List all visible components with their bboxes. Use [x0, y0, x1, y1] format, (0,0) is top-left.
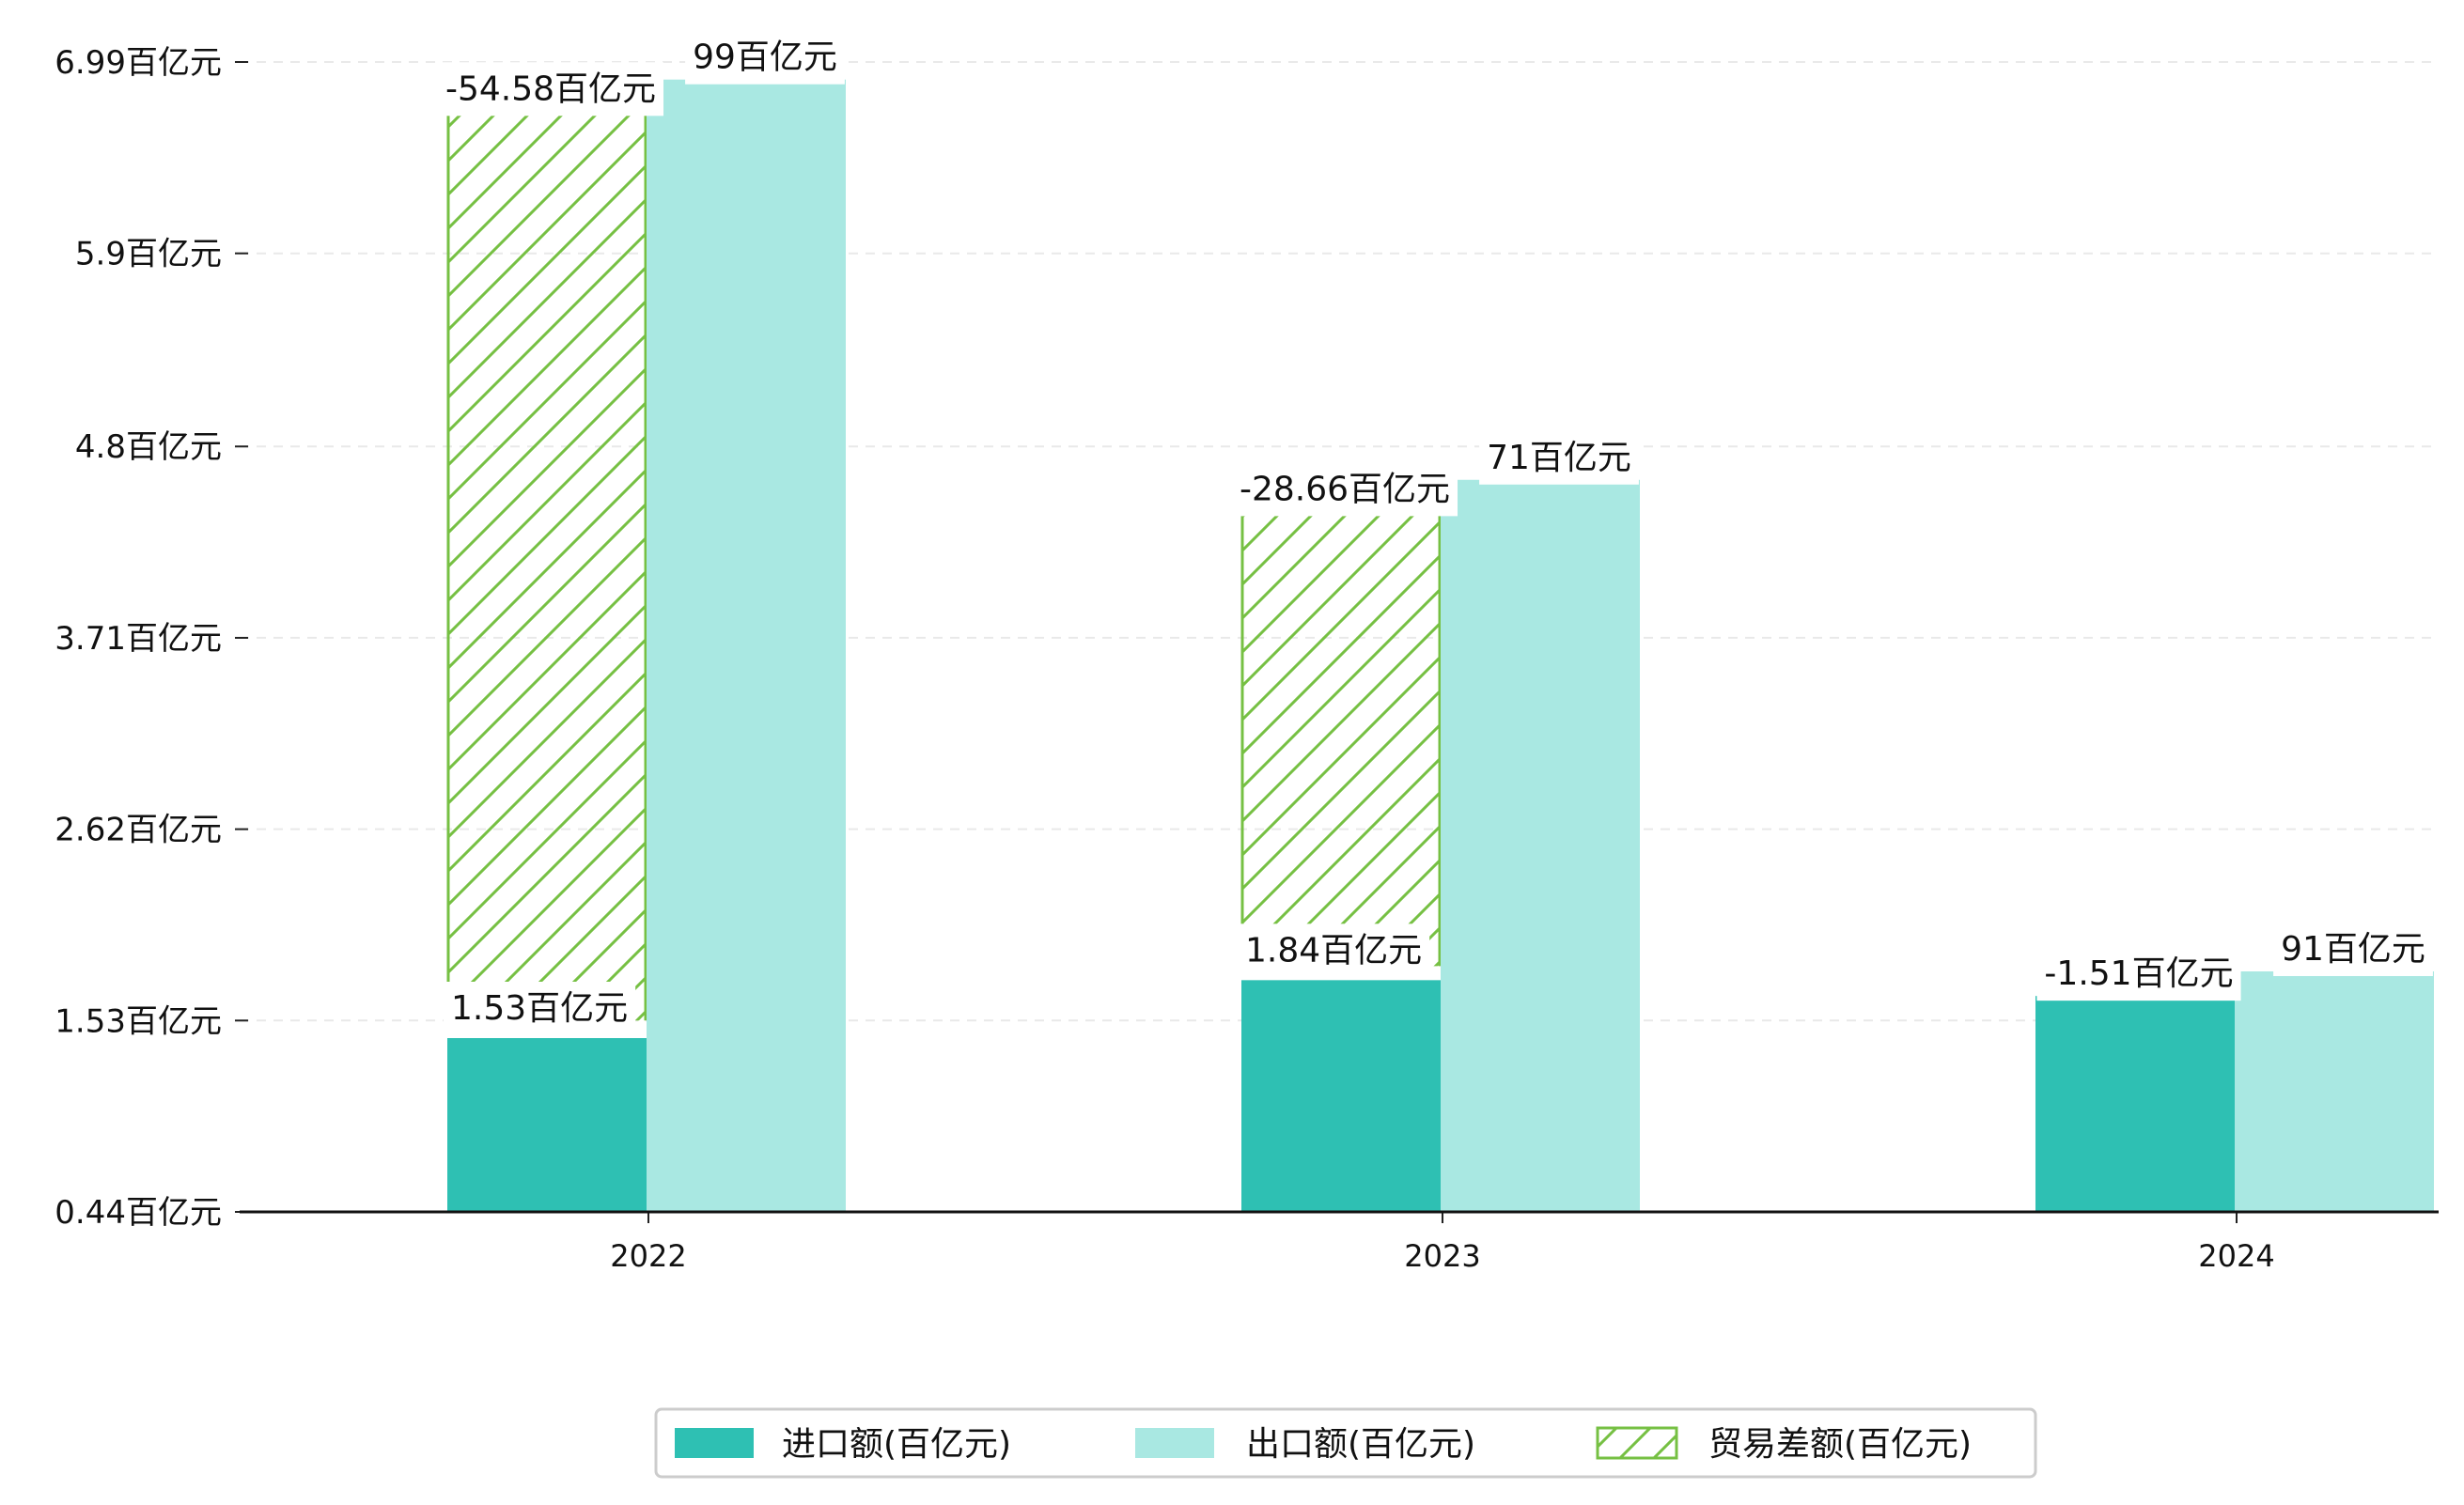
bar-value-label: 1.53百亿元	[451, 989, 628, 1028]
bar-value-label-bg	[1479, 430, 1639, 485]
data-labels: 1.53百亿元 -54.58百亿元 99百亿元 1.84百亿元 -28.66百亿元 71百…	[437, 30, 2433, 1035]
bar-value-label: -54.58百亿元	[445, 70, 656, 108]
bar-value-label: 71百亿元	[1487, 439, 1631, 477]
bar-value-label-bg	[437, 62, 664, 116]
export-bar	[647, 79, 846, 1213]
bar-value-label-bg	[685, 30, 845, 85]
x-tick-label: 2024	[2198, 1238, 2274, 1274]
x-tick-label: 2022	[610, 1238, 686, 1274]
legend-swatch	[1596, 1426, 1678, 1460]
bar-value-label-bg	[2273, 922, 2433, 976]
bar-value-label-bg	[1238, 923, 1430, 978]
legend-label: 贸易差额(百亿元)	[1708, 1425, 1972, 1464]
export-bar	[2235, 970, 2434, 1212]
y-tick-label: 6.99百亿元	[55, 44, 222, 82]
bar-value-label-bg	[444, 981, 636, 1035]
x-tick-label: 2023	[1404, 1238, 1480, 1274]
y-tick-label: 1.53百亿元	[55, 1002, 222, 1040]
bar-value-label-bg	[1231, 462, 1458, 517]
legend-label: 出口额(百亿元)	[1246, 1425, 1475, 1464]
y-tick-label: 4.8百亿元	[75, 428, 222, 466]
balance-bar	[1241, 511, 1441, 967]
legend-label: 进口额(百亿元)	[782, 1425, 1011, 1464]
legend-swatch	[1135, 1428, 1214, 1458]
import-bar	[1241, 980, 1441, 1212]
legend: 进口额(百亿元) 出口额(百亿元) 贸易差额(百亿元)	[654, 1407, 2037, 1479]
axes: 0.44百亿元 1.53百亿元 2.62百亿元 3.71百亿元 4.8百亿元 5.9百亿元…	[55, 44, 2439, 1274]
bar-value-label: 99百亿元	[693, 39, 837, 77]
import-bar	[447, 1037, 647, 1212]
y-tick-label: 0.44百亿元	[55, 1194, 222, 1232]
export-bar	[1441, 479, 1640, 1212]
import-bar	[2035, 996, 2235, 1212]
bar-value-label: -1.51百亿元	[2044, 954, 2233, 993]
bars	[446, 79, 2434, 1213]
y-tick-label: 5.9百亿元	[75, 236, 222, 273]
balance-bar	[447, 111, 647, 1021]
bar-value-label: -28.66百亿元	[1240, 470, 1450, 508]
y-tick-label: 3.71百亿元	[55, 620, 222, 658]
bar-value-label-bg	[2036, 947, 2241, 1001]
bar-value-label: 91百亿元	[2281, 930, 2425, 969]
legend-swatch	[675, 1428, 754, 1458]
bar-value-label: 1.84百亿元	[1245, 931, 1422, 970]
y-tick-label: 2.62百亿元	[55, 812, 222, 849]
legend-box	[654, 1407, 2037, 1479]
